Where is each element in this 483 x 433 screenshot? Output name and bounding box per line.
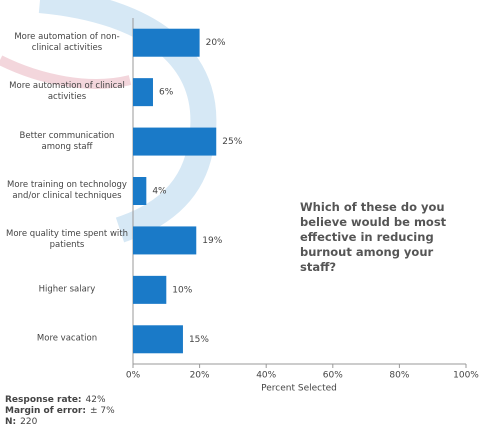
x-axis-title: Percent Selected — [261, 384, 337, 394]
data-label: 4% — [152, 187, 167, 197]
bar — [133, 127, 217, 156]
bar — [133, 275, 167, 304]
data-label: 19% — [202, 236, 222, 246]
data-label: 10% — [172, 285, 192, 295]
note: Response rate: 42% — [5, 395, 106, 405]
x-tick-label: 0% — [126, 371, 141, 381]
note-value: 220 — [20, 417, 38, 427]
note-label: Response rate: — [5, 395, 82, 405]
bar — [133, 177, 147, 205]
bar — [133, 28, 200, 57]
bar — [133, 226, 197, 255]
x-tick-label: 60% — [323, 371, 343, 381]
y-tick-label: More automation of non-clinical activiti… — [14, 31, 120, 53]
y-tick-label: More training on technology and/or clini… — [7, 180, 127, 201]
decoration — [0, 55, 132, 89]
bar — [133, 325, 183, 354]
data-label: 15% — [189, 335, 209, 345]
note-value: 42% — [85, 395, 106, 405]
data-label: 20% — [206, 38, 226, 48]
y-tick-label: More vacation — [36, 333, 98, 344]
note-label: N: — [5, 417, 17, 427]
note: Margin of error: ± 7% — [5, 406, 115, 416]
y-tick-label: Better communication among staff — [19, 130, 115, 152]
y-tick-label: Higher salary — [38, 284, 96, 295]
y-tick-label: More automation of clinical activities — [9, 81, 125, 103]
decoration — [38, 0, 217, 243]
x-tick-label: 100% — [453, 371, 479, 381]
y-tick-label: More quality time spent with patients — [6, 229, 128, 251]
data-label: 25% — [222, 137, 242, 147]
x-tick-label: 80% — [389, 371, 409, 381]
question: Which of these do you believe would be m… — [300, 200, 447, 274]
data-label: 6% — [159, 88, 174, 98]
note-value: ± 7% — [89, 406, 115, 416]
bar — [133, 78, 153, 107]
x-tick-label: 20% — [190, 371, 210, 381]
note: N: 220 — [5, 417, 37, 427]
x-tick-label: 40% — [256, 371, 276, 381]
note-label: Margin of error: — [5, 406, 86, 416]
